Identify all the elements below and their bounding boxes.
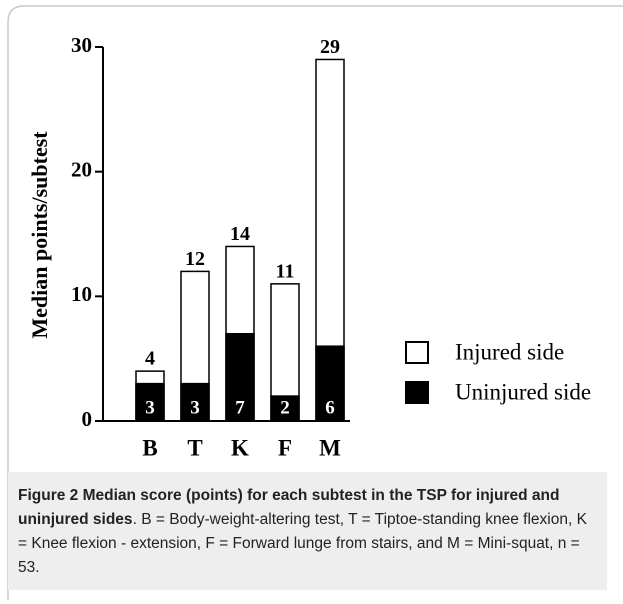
value-label: 3 <box>145 397 155 418</box>
legend-swatch <box>405 341 429 364</box>
legend-label: Injured side <box>455 339 564 364</box>
x-tick-label: B <box>142 435 157 460</box>
x-tick-label: T <box>187 435 202 460</box>
caption-title: Median score (points) for each subtest i… <box>18 487 560 528</box>
value-label: 3 <box>190 397 200 418</box>
y-axis-label: Median points/subtest <box>27 131 52 339</box>
value-label: 7 <box>235 397 245 418</box>
frame <box>7 5 623 600</box>
value-label: 2 <box>280 397 290 418</box>
y-tick-label: 0 <box>82 407 93 431</box>
value-label: 11 <box>276 260 295 282</box>
value-label: 6 <box>325 397 335 418</box>
x-tick-label: F <box>278 435 292 460</box>
caption-text: B = Body-weight-altering test, T = Tipto… <box>18 511 587 576</box>
caption-label: Figure 2 <box>18 487 79 504</box>
caption: Figure 2 Median score (points) for each … <box>8 472 607 590</box>
y-tick-label: 10 <box>71 282 92 306</box>
y-tick-label: 20 <box>71 157 92 181</box>
value-label: 12 <box>185 248 205 270</box>
bar <box>270 395 300 422</box>
x-tick-label: K <box>231 435 249 460</box>
bar <box>180 382 210 422</box>
x-tick-label: M <box>319 435 341 460</box>
value-label: 29 <box>320 36 340 58</box>
bar <box>225 332 255 422</box>
value-label: 14 <box>230 223 250 245</box>
bar <box>135 382 165 422</box>
bar <box>315 345 345 422</box>
legend-label: Uninjured side <box>455 379 591 404</box>
value-label: 4 <box>145 348 155 370</box>
y-tick-label: 30 <box>71 33 92 57</box>
legend-swatch <box>405 381 429 404</box>
